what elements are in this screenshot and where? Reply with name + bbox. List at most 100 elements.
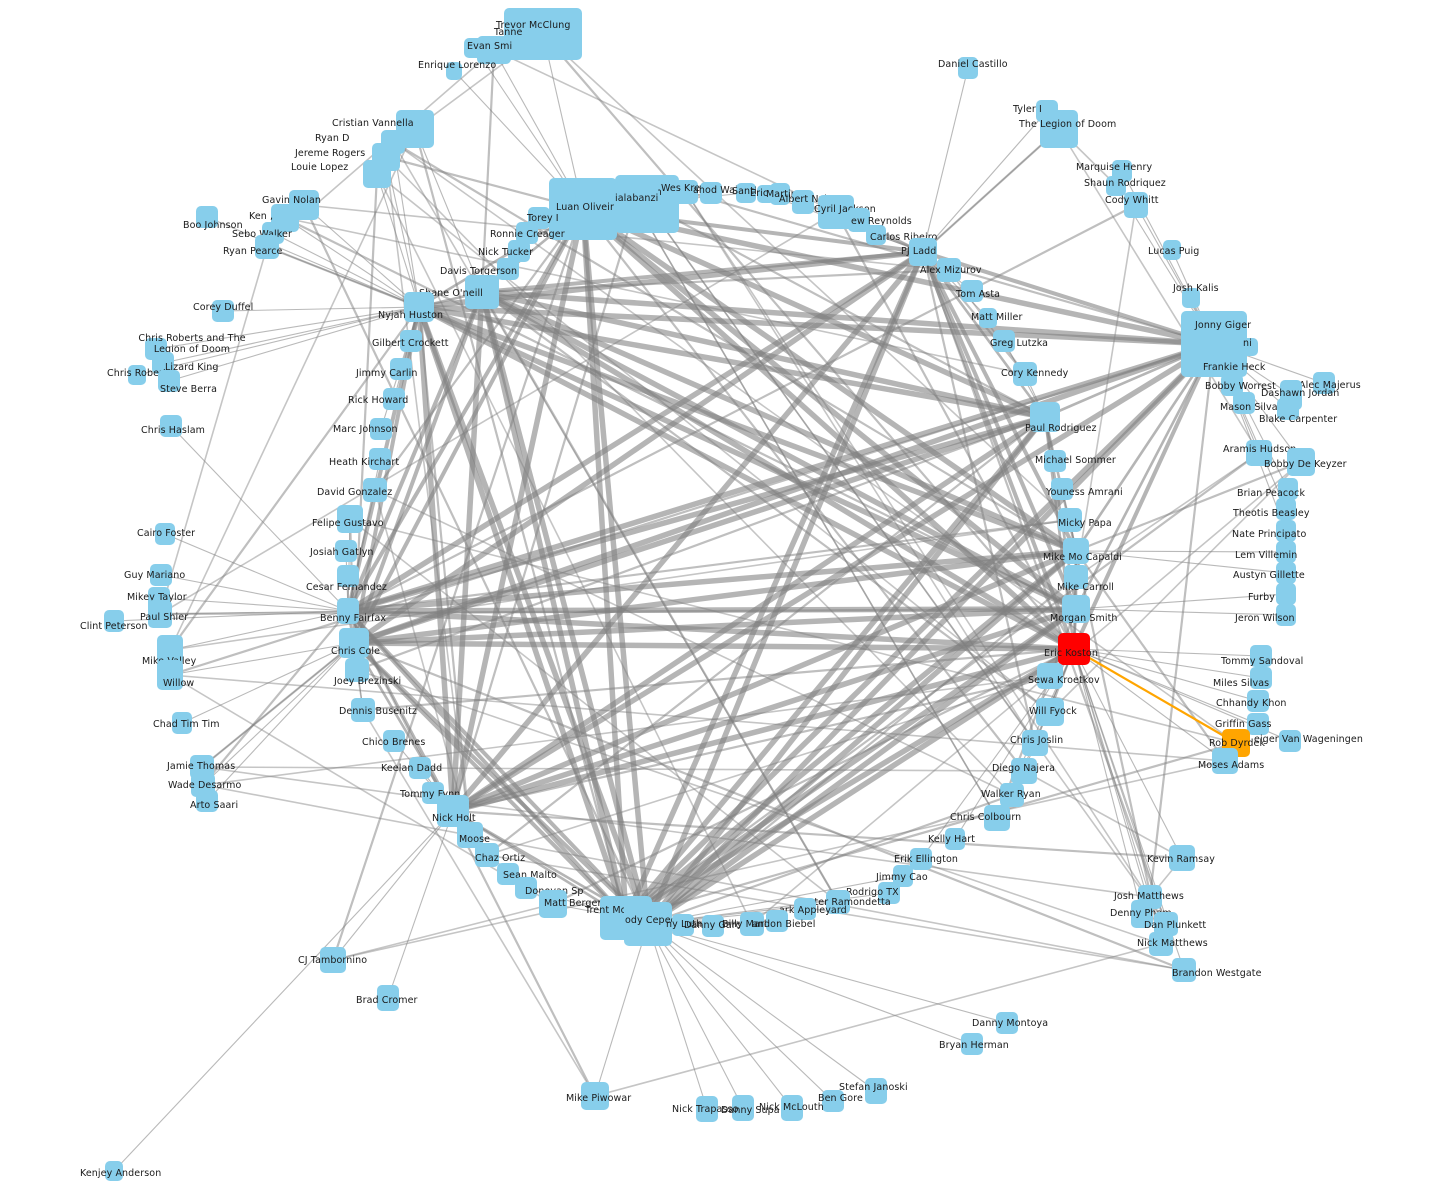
graph-node[interactable] xyxy=(475,843,499,867)
graph-node[interactable] xyxy=(1163,240,1181,260)
graph-node[interactable] xyxy=(497,863,519,885)
graph-node[interactable] xyxy=(581,1082,609,1110)
graph-node[interactable] xyxy=(549,178,617,240)
graph-node[interactable] xyxy=(508,240,530,262)
graph-node[interactable] xyxy=(1037,663,1063,689)
graph-node[interactable] xyxy=(196,206,218,228)
graph-node[interactable] xyxy=(1276,498,1296,520)
graph-node[interactable] xyxy=(155,523,175,545)
graph-node[interactable] xyxy=(390,358,412,380)
graph-node[interactable] xyxy=(770,183,790,205)
graph-node[interactable] xyxy=(1022,730,1048,756)
graph-node[interactable] xyxy=(961,1033,983,1055)
graph-node[interactable] xyxy=(1287,448,1315,476)
graph-node[interactable] xyxy=(792,190,814,214)
graph-node[interactable] xyxy=(614,182,658,226)
graph-node[interactable] xyxy=(766,910,788,932)
graph-node[interactable] xyxy=(961,280,983,302)
graph-node[interactable] xyxy=(1058,633,1090,665)
graph-node[interactable] xyxy=(383,388,405,410)
graph-node[interactable] xyxy=(383,730,405,752)
graph-node[interactable] xyxy=(1221,374,1243,396)
graph-node[interactable] xyxy=(1210,355,1232,377)
graph-node[interactable] xyxy=(1247,713,1269,735)
graph-node[interactable] xyxy=(794,898,816,920)
graph-node[interactable] xyxy=(1013,362,1037,386)
graph-node[interactable] xyxy=(1278,478,1298,500)
graph-node[interactable] xyxy=(672,914,694,936)
graph-node[interactable] xyxy=(1276,604,1296,626)
graph-node[interactable] xyxy=(516,222,538,244)
graph-node[interactable] xyxy=(866,225,886,245)
graph-node[interactable] xyxy=(702,915,724,937)
graph-node[interactable] xyxy=(212,300,234,322)
graph-node[interactable] xyxy=(1051,478,1073,500)
graph-node[interactable] xyxy=(1250,645,1272,667)
graph-node[interactable] xyxy=(624,902,672,946)
graph-node[interactable] xyxy=(1062,595,1090,623)
graph-node[interactable] xyxy=(945,828,965,850)
graph-node[interactable] xyxy=(1124,192,1148,218)
graph-node[interactable] xyxy=(1247,690,1269,712)
graph-node[interactable] xyxy=(1276,541,1296,563)
graph-node[interactable] xyxy=(1276,520,1296,542)
graph-node[interactable] xyxy=(732,1095,754,1121)
graph-node[interactable] xyxy=(128,365,146,385)
graph-node[interactable] xyxy=(993,330,1015,352)
graph-node[interactable] xyxy=(1313,372,1335,394)
graph-node[interactable] xyxy=(958,57,978,79)
graph-node[interactable] xyxy=(1000,783,1024,807)
graph-node[interactable] xyxy=(158,370,180,392)
graph-node[interactable] xyxy=(1030,402,1060,432)
graph-node[interactable] xyxy=(826,890,850,914)
graph-node[interactable] xyxy=(337,598,359,624)
graph-node[interactable] xyxy=(1064,565,1088,589)
graph-node[interactable] xyxy=(337,505,363,533)
graph-node[interactable] xyxy=(996,1012,1018,1034)
graph-node[interactable] xyxy=(409,757,431,779)
graph-node[interactable] xyxy=(320,947,346,973)
graph-node[interactable] xyxy=(504,8,582,60)
graph-node[interactable] xyxy=(984,805,1010,831)
graph-node[interactable] xyxy=(370,418,392,440)
graph-node[interactable] xyxy=(1011,758,1037,784)
graph-node[interactable] xyxy=(1233,392,1255,414)
graph-node[interactable] xyxy=(1149,932,1173,956)
graph-node[interactable] xyxy=(893,865,913,887)
graph-node[interactable] xyxy=(337,565,359,587)
graph-node[interactable] xyxy=(1250,667,1272,689)
graph-node[interactable] xyxy=(909,238,937,266)
graph-node[interactable] xyxy=(160,415,182,437)
graph-node[interactable] xyxy=(822,1090,844,1112)
graph-node[interactable] xyxy=(1246,440,1272,466)
graph-node[interactable] xyxy=(736,183,756,203)
graph-node[interactable] xyxy=(1044,450,1066,472)
graph-node[interactable] xyxy=(437,795,469,827)
graph-node[interactable] xyxy=(497,258,519,280)
graph-node[interactable] xyxy=(157,660,183,690)
graph-node[interactable] xyxy=(363,478,387,502)
graph-node[interactable] xyxy=(150,564,172,586)
graph-node[interactable] xyxy=(674,180,698,204)
graph-node[interactable] xyxy=(148,600,172,628)
graph-node[interactable] xyxy=(1240,338,1258,356)
graph-node[interactable] xyxy=(446,62,462,80)
graph-node[interactable] xyxy=(1276,583,1296,605)
graph-node[interactable] xyxy=(848,208,870,232)
graph-node[interactable] xyxy=(404,292,434,322)
graph-node[interactable] xyxy=(152,352,174,374)
graph-node[interactable] xyxy=(464,38,486,58)
graph-node[interactable] xyxy=(1040,110,1078,148)
graph-node[interactable] xyxy=(1036,698,1064,726)
graph-node[interactable] xyxy=(937,258,961,282)
graph-node[interactable] xyxy=(910,848,932,870)
graph-node[interactable] xyxy=(363,160,391,188)
graph-node[interactable] xyxy=(1172,958,1196,982)
graph-node[interactable] xyxy=(196,790,218,812)
graph-node[interactable] xyxy=(1169,845,1195,871)
graph-node[interactable] xyxy=(1063,538,1089,564)
graph-node[interactable] xyxy=(339,628,369,658)
graph-node[interactable] xyxy=(1106,176,1126,196)
graph-node[interactable] xyxy=(865,1078,887,1104)
